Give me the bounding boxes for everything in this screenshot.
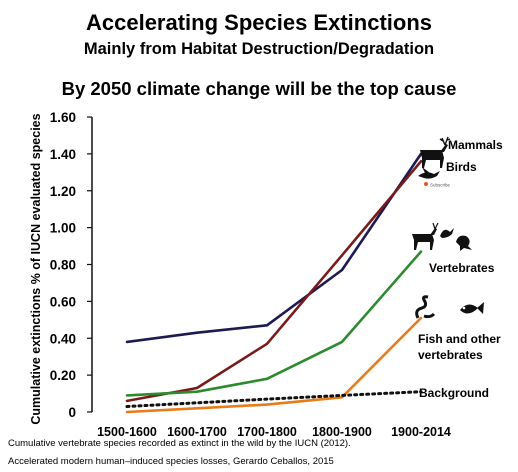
bird-icon xyxy=(418,167,440,179)
y-tick-label: 0 xyxy=(68,405,76,420)
y-tick-label: 0.80 xyxy=(50,258,76,273)
y-tick-label: 0.20 xyxy=(50,368,76,383)
subscribe-badge[interactable]: Subscribe xyxy=(424,182,451,188)
footnote-2: Accelerated modern human–induced species… xyxy=(8,456,334,467)
y-tick-label: 1.40 xyxy=(50,147,76,162)
label-mammals: Mammals xyxy=(448,138,503,152)
label-fish-line1: Fish and other xyxy=(418,332,501,346)
label-vertebrates: Vertebrates xyxy=(429,261,495,275)
label-background: Background xyxy=(419,386,489,400)
x-tick-label: 1700-1800 xyxy=(237,425,297,439)
y-tick-label: 0.60 xyxy=(50,294,76,309)
y-tick-label: 1.20 xyxy=(50,184,76,199)
deer-icon xyxy=(420,136,451,168)
animals-icon xyxy=(412,222,472,251)
chart-title: Accelerating Species Extinctions xyxy=(85,10,433,35)
fish-icon xyxy=(460,302,484,314)
series-line-background xyxy=(125,390,423,408)
x-tick-label: 1900-2014 xyxy=(391,425,451,439)
y-tick-label: 0.40 xyxy=(50,331,76,346)
svg-text:Subscribe: Subscribe xyxy=(430,183,451,188)
label-fish-line2: vertebrates xyxy=(418,348,483,362)
label-birds: Birds xyxy=(446,160,477,174)
snake-icon xyxy=(415,295,436,319)
x-tick-label: 1500-1600 xyxy=(97,425,157,439)
chart-headline: By 2050 climate change will be the top c… xyxy=(61,78,457,99)
y-tick-label: 1.00 xyxy=(50,221,76,236)
series-line-birds xyxy=(125,160,423,403)
footnote-1: Cumulative vertebrate species recorded a… xyxy=(8,438,351,449)
series-line-mammals xyxy=(125,152,423,344)
chart-subtitle: Mainly from Habitat Destruction/Degradat… xyxy=(83,40,435,58)
x-tick-label: 1600-1700 xyxy=(167,425,227,439)
series-line-fish-and-other-vertebrates xyxy=(125,316,423,414)
x-tick-label: 1800-1900 xyxy=(312,425,372,439)
y-tick-label: 1.60 xyxy=(50,110,76,125)
series-line-vertebrates xyxy=(125,250,423,397)
